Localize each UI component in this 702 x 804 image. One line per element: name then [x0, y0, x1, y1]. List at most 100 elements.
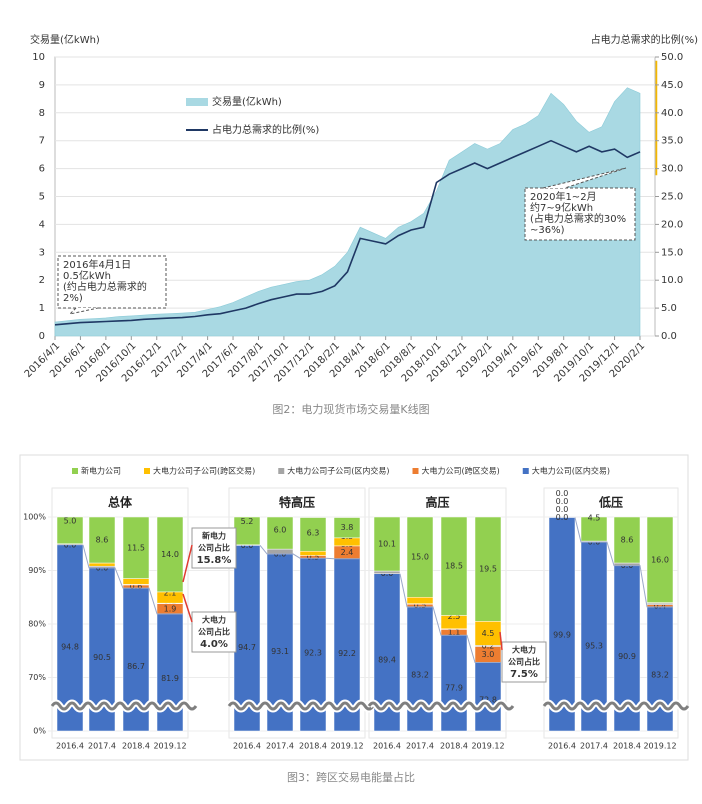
y-tick-label: 1: [39, 303, 45, 314]
y-tick-label: 0: [39, 331, 45, 342]
annotation-text: ~36%): [530, 225, 565, 236]
bar-segment: [299, 550, 327, 556]
value-label: 16.0: [651, 555, 669, 564]
panel-title: 低压: [598, 495, 623, 510]
value-label: 0.0: [556, 489, 569, 498]
value-label: 0.6: [130, 582, 143, 591]
callout-arrow: [182, 544, 193, 583]
bar-segment: [56, 516, 84, 544]
value-label: 90.9: [618, 652, 636, 661]
bar-segment: [156, 613, 184, 732]
value-label: 94.8: [61, 643, 79, 652]
axis-break: [542, 701, 690, 711]
panel-frame: [368, 487, 507, 739]
caption: 图3：跨区交易电能量占比: [287, 770, 415, 784]
annotation-text: (占电力总需求的30%: [530, 212, 626, 225]
panel-frame: [51, 487, 189, 739]
value-label: 77.9: [445, 683, 463, 692]
value-label: 8.6: [621, 536, 634, 545]
value-label: 0.0: [556, 497, 569, 506]
y-tick-label: 6: [39, 164, 45, 175]
callout-text: 15.8%: [197, 555, 232, 566]
callout-box: [501, 641, 547, 683]
legend-label: 占电力总需求的比例(%): [212, 123, 319, 136]
y-tick-label: 7: [39, 136, 45, 147]
value-label: 3.0: [482, 650, 495, 659]
y-tick-label: 5: [39, 192, 45, 203]
x-tick-label: 2017.4: [580, 742, 608, 751]
legend-label: 大电力公司(区内交易): [532, 466, 610, 476]
value-label: 4.5: [588, 514, 601, 523]
bar-segment: [474, 621, 502, 646]
legend-swatch: [278, 468, 285, 474]
y2-tick-label: 10.0: [661, 275, 683, 286]
bar-segment: [266, 516, 294, 550]
bar-segment: [333, 517, 361, 539]
y2-tick-label: 25.0: [661, 192, 683, 203]
value-label: 8.6: [96, 536, 109, 545]
x-tick-label: 2016.4: [548, 742, 576, 751]
y-axis-title: 交易量(亿kWh): [30, 33, 100, 46]
value-label: 99.9: [553, 630, 571, 639]
value-label: 81.9: [161, 674, 179, 683]
value-label: 0.5: [414, 601, 427, 610]
bar-segment: [580, 541, 608, 732]
x-tick-label: 2019.12: [330, 742, 363, 751]
bar-segment: [580, 516, 608, 542]
callout-box: [191, 611, 237, 653]
panel-frame: [543, 487, 679, 739]
y-tick-label: 9: [39, 80, 45, 91]
value-label: 92.3: [304, 649, 322, 658]
y2-tick-label: 5.0: [661, 303, 677, 314]
legend-label: 大电力公司子公司(跨区交易): [153, 466, 255, 476]
y2-tick-label: 0.0: [661, 331, 677, 342]
callout-text: 大电力: [202, 615, 226, 625]
value-label: 1.1: [448, 628, 461, 637]
y2-tick-label: 40.0: [661, 108, 683, 119]
value-label: 6.3: [307, 528, 320, 537]
y-tick-label: 2: [39, 275, 45, 286]
bar-segment: [646, 516, 674, 603]
annotation-pointer: [68, 307, 99, 315]
legend-swatch: [186, 98, 208, 106]
y-tick-label: 90%: [28, 566, 46, 575]
connector: [399, 573, 501, 664]
annotation-box: [524, 187, 636, 241]
axis-break: [50, 701, 198, 711]
y2-axis-title: 占电力总需求的比例(%): [591, 33, 698, 46]
y2-tick-label: 30.0: [661, 164, 683, 175]
axis-break: [227, 701, 375, 711]
annotation-text: 约7~9亿kWh: [530, 201, 593, 214]
callout-arrow: [182, 593, 193, 623]
value-label: 92.2: [338, 649, 356, 658]
annotation-text: 2%): [63, 293, 83, 304]
value-label: 0.5: [307, 552, 320, 561]
y2-tick-label: 35.0: [661, 136, 683, 147]
value-label: 0.0: [556, 505, 569, 514]
value-label: 0.4: [654, 601, 667, 610]
axis-break: [367, 701, 515, 711]
bar-segment: [88, 562, 116, 567]
bar-segment: [122, 516, 150, 579]
bar-segment: [122, 578, 150, 585]
annotation-text: 0.5亿kWh: [63, 269, 111, 282]
value-label: 6.0: [274, 525, 287, 534]
ratio-line: [54, 139, 641, 326]
bar-segment: [156, 516, 184, 593]
legend-swatch: [144, 468, 150, 474]
value-label: 19.5: [479, 565, 497, 574]
bar-segment: [373, 570, 401, 574]
x-tick-label: 2018.4: [613, 742, 641, 751]
legend-label: 交易量(亿kWh): [212, 95, 282, 108]
value-label: 83.2: [651, 671, 669, 680]
bar-segment: [406, 516, 434, 598]
legend-label: 新电力公司: [81, 466, 121, 476]
panel-title: 总体: [108, 495, 133, 510]
bar-segment: [406, 597, 434, 604]
value-label: 2.4: [341, 548, 354, 557]
y-tick-label: 10: [32, 52, 45, 63]
value-label: 0.0: [556, 513, 569, 522]
x-tick-label: 2016.4: [56, 742, 84, 751]
x-tick-label: 2016.4: [373, 742, 401, 751]
x-tick-label: 2018.4: [122, 742, 150, 751]
